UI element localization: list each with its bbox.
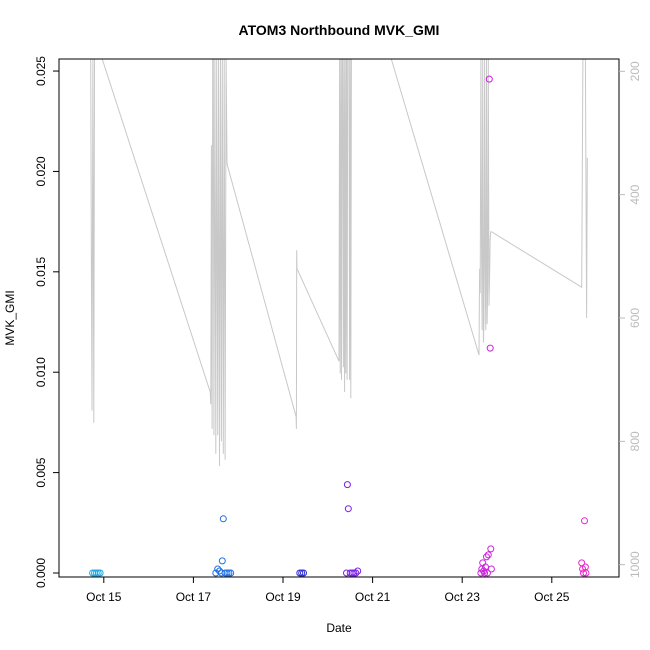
y2-tick-label: 1000 (628, 551, 642, 578)
data-point (482, 563, 489, 571)
data-point (487, 565, 495, 573)
x-tick-label: Oct 19 (265, 590, 301, 604)
x-axis: Oct 15 Oct 17 Oct 19 Oct 21 Oct 23 Oct 25 (86, 577, 570, 604)
data-point (350, 569, 358, 577)
data-point (483, 569, 491, 577)
data-point (223, 569, 231, 577)
data-point (581, 517, 588, 525)
y2-tick-label: 800 (628, 431, 642, 451)
data-point (214, 565, 222, 573)
x-axis-label: Date (326, 621, 352, 635)
data-point (92, 569, 100, 577)
data-point (300, 569, 307, 577)
points-layer (89, 75, 590, 577)
x-tick-label: Oct 21 (355, 590, 391, 604)
y2-tick-label: 200 (628, 61, 642, 81)
y-tick-label: 0.005 (34, 457, 48, 487)
data-point (96, 569, 104, 577)
data-point (344, 505, 352, 513)
y2-axis: 200 400 600 800 1000 (619, 61, 642, 578)
data-point (218, 557, 226, 565)
y-tick-label: 0.020 (34, 156, 48, 186)
chart-title: ATOM3 Northbound MVK_GMI (239, 22, 440, 38)
y-tick-label: 0.010 (34, 357, 48, 387)
secondary-series-line (90, 58, 588, 467)
y-tick-label: 0.025 (34, 56, 48, 86)
x-tick-label: Oct 23 (445, 590, 481, 604)
data-point (354, 567, 362, 575)
data-point (582, 569, 590, 577)
data-point (486, 344, 494, 352)
y-axis-label: MVK_GMI (3, 290, 17, 345)
x-tick-label: Oct 17 (176, 590, 212, 604)
data-point (484, 551, 492, 559)
x-tick-label: Oct 15 (86, 590, 122, 604)
data-point (352, 569, 360, 577)
data-point (343, 481, 351, 489)
data-point (487, 545, 495, 553)
data-point (483, 553, 490, 561)
data-point (227, 569, 235, 577)
data-point (485, 75, 493, 83)
y-tick-label: 0.015 (34, 256, 48, 286)
data-point (296, 569, 304, 577)
y-axis: 0.000 0.005 0.010 0.015 0.020 0.025 (34, 56, 59, 588)
x-tick-label: Oct 25 (534, 590, 570, 604)
data-point (94, 569, 102, 577)
data-point (219, 515, 227, 523)
y2-tick-label: 400 (628, 184, 642, 204)
secondary-series-layer (90, 58, 588, 467)
data-point (580, 569, 587, 577)
y-tick-label: 0.000 (34, 558, 48, 588)
y2-tick-label: 600 (628, 308, 642, 328)
